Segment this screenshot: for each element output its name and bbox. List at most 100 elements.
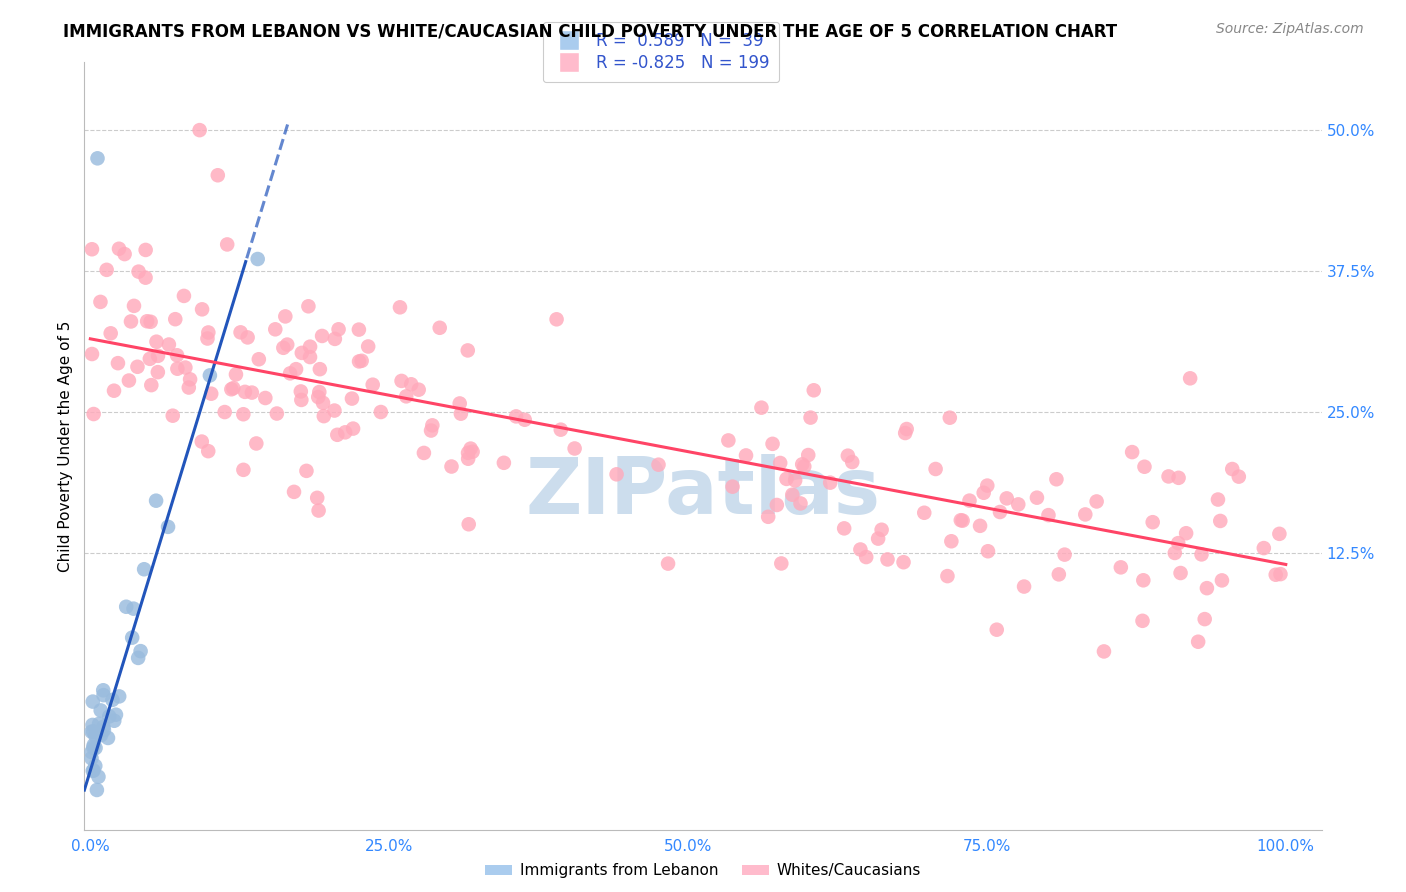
Point <box>87 717 110 731</box>
Point <box>457 343 479 358</box>
Point <box>299 350 322 364</box>
Point <box>818 475 841 490</box>
Point <box>769 456 792 470</box>
Point <box>924 462 946 476</box>
Point <box>291 346 314 360</box>
Point <box>197 444 219 458</box>
Point <box>440 459 463 474</box>
Point <box>1133 459 1156 474</box>
Point <box>837 449 859 463</box>
Point <box>214 405 236 419</box>
Point <box>84 729 107 743</box>
Point <box>297 299 319 313</box>
Point <box>134 562 156 576</box>
Point <box>391 374 413 388</box>
Point <box>1132 574 1154 588</box>
Point <box>82 764 104 778</box>
Point <box>82 724 104 739</box>
Point <box>311 329 333 343</box>
Point <box>82 718 104 732</box>
Point <box>399 377 422 392</box>
Point <box>449 396 471 410</box>
Point <box>312 396 335 410</box>
Point <box>225 368 247 382</box>
Point <box>429 320 451 334</box>
Point <box>412 446 434 460</box>
Point <box>1211 574 1233 588</box>
Point <box>751 401 773 415</box>
Point <box>179 372 201 386</box>
Point <box>1167 471 1189 485</box>
Point <box>222 381 245 395</box>
Point <box>200 386 222 401</box>
Point <box>115 599 138 614</box>
Point <box>323 332 346 346</box>
Point <box>84 741 107 756</box>
Point <box>841 455 863 469</box>
Point <box>941 534 963 549</box>
Point <box>912 506 935 520</box>
Point <box>157 520 180 534</box>
Point <box>1195 581 1218 595</box>
Point <box>198 368 221 383</box>
Point <box>107 356 129 370</box>
Legend: Immigrants from Lebanon, Whites/Caucasians: Immigrants from Lebanon, Whites/Caucasia… <box>479 857 927 884</box>
Point <box>657 557 679 571</box>
Point <box>166 361 188 376</box>
Point <box>1109 560 1132 574</box>
Point <box>756 509 779 524</box>
Point <box>976 478 998 492</box>
Point <box>122 601 145 615</box>
Point <box>197 332 219 346</box>
Text: IMMIGRANTS FROM LEBANON VS WHITE/CAUCASIAN CHILD POVERTY UNDER THE AGE OF 5 CORR: IMMIGRANTS FROM LEBANON VS WHITE/CAUCASI… <box>63 22 1118 40</box>
Point <box>952 514 974 528</box>
Point <box>127 359 149 374</box>
Point <box>775 472 797 486</box>
Point <box>849 542 872 557</box>
Point <box>129 644 152 658</box>
Point <box>162 409 184 423</box>
Point <box>197 326 219 340</box>
Point <box>1007 497 1029 511</box>
Point <box>986 623 1008 637</box>
Point <box>285 362 308 376</box>
Point <box>141 378 163 392</box>
Point <box>229 326 252 340</box>
Point <box>1206 492 1229 507</box>
Point <box>80 745 103 759</box>
Point <box>335 425 357 440</box>
Point <box>83 738 105 752</box>
Point <box>995 491 1018 506</box>
Point <box>361 377 384 392</box>
Point <box>1175 526 1198 541</box>
Point <box>761 437 783 451</box>
Text: Source: ZipAtlas.com: Source: ZipAtlas.com <box>1216 22 1364 37</box>
Point <box>1220 462 1243 476</box>
Point <box>165 312 187 326</box>
Point <box>855 549 877 564</box>
Text: ZIPatlas: ZIPatlas <box>526 454 880 530</box>
Point <box>370 405 392 419</box>
Point <box>82 740 104 755</box>
Point <box>977 544 1000 558</box>
Point <box>93 723 115 737</box>
Point <box>308 385 330 400</box>
Point <box>1026 491 1049 505</box>
Point <box>103 384 125 398</box>
Point <box>191 302 214 317</box>
Point <box>803 384 825 398</box>
Point <box>122 299 145 313</box>
Point <box>232 407 254 421</box>
Point <box>86 152 108 166</box>
Point <box>80 347 103 361</box>
Point <box>894 425 917 440</box>
Point <box>959 493 981 508</box>
Point <box>307 491 329 505</box>
Point <box>988 505 1011 519</box>
Point <box>83 764 105 778</box>
Point <box>299 340 322 354</box>
Point <box>1074 508 1097 522</box>
Point <box>145 334 167 349</box>
Point <box>96 263 118 277</box>
Point <box>793 459 815 474</box>
